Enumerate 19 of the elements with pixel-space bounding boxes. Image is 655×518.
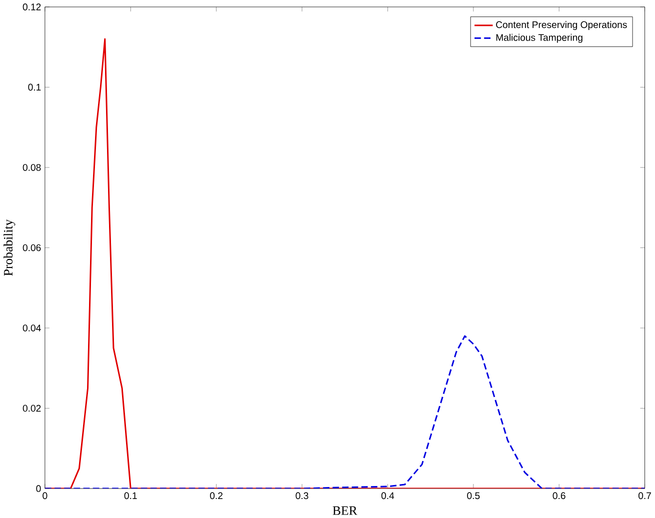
x-tick-label: 0.1	[124, 492, 137, 499]
x-tick-label: 0	[42, 492, 48, 499]
y-tick-label: 0.08	[22, 164, 41, 171]
x-tick-label: 0.2	[210, 492, 222, 499]
x-tick-label: 0.5	[467, 492, 480, 499]
x-tick-label: 0.3	[296, 492, 308, 499]
y-tick-label: 0	[36, 484, 41, 492]
x-tick-label: 0.4	[381, 492, 394, 499]
y-tick-label: 0.04	[22, 324, 41, 332]
legend-label: Malicious Tampering	[496, 34, 582, 43]
x-tick-label: 0.7	[638, 492, 651, 499]
legend-label: Content Preserving Operations	[496, 20, 627, 30]
x-axis-title: BER	[332, 506, 358, 515]
x-tick-label: 0.6	[552, 492, 566, 499]
y-tick-label: 0.02	[22, 404, 41, 412]
y-tick-label: 0.12	[22, 3, 41, 10]
y-tick-label: 0.1	[28, 84, 41, 90]
y-axis-title: Probability	[4, 219, 16, 276]
y-tick-label: 0.06	[22, 244, 41, 251]
